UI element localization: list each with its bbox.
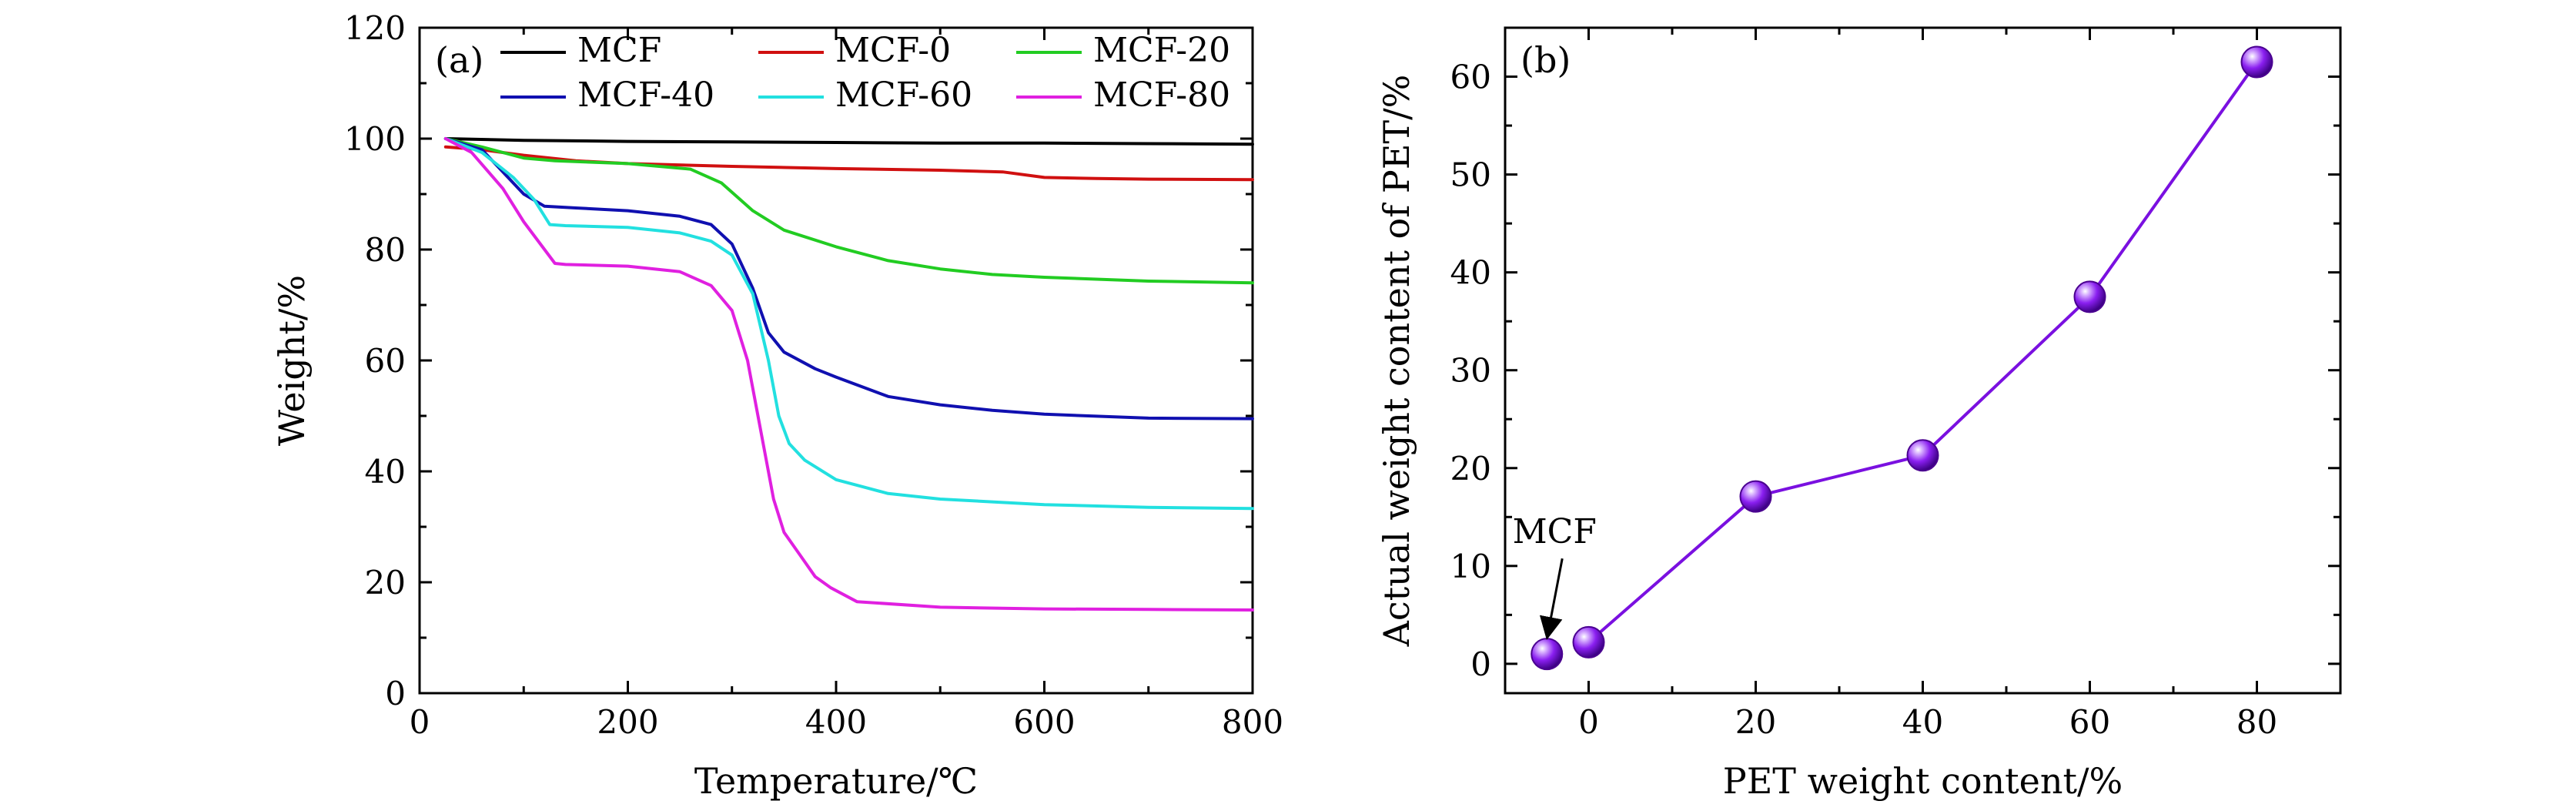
series-line-mcf-60 [443, 137, 1254, 511]
panel-a-y-tick-label: 120 [344, 9, 406, 47]
legend-label-mcf-80: MCF-80 [1093, 75, 1230, 115]
panel-b-y-tick-label: 30 [1450, 352, 1491, 390]
panel-b-y-tick-label: 60 [1450, 59, 1491, 96]
panel-b-x-tick-label: 40 [1902, 703, 1943, 741]
panel-b-trend-line [1587, 61, 2259, 644]
panel-b-scatter-chart: 0 20 40 60 80 0 10 20 30 40 50 60 (b) PET weight co… [1376, 26, 2342, 802]
panel-a-x-axis-label: Temperature/℃ [694, 760, 978, 802]
panel-a-x-tick-label: 200 [597, 703, 658, 741]
legend-label-mcf-0: MCF-0 [835, 31, 951, 70]
panel-b-x-tick-label: 80 [2236, 703, 2277, 741]
panel-a-x-tick-label: 0 [410, 703, 430, 741]
series-line-mcf-80 [443, 137, 1254, 612]
panel-b-y-tick-label: 10 [1450, 548, 1491, 585]
panel-b-connector-line [1587, 61, 2259, 644]
panel-a-x-tick-label: 400 [805, 703, 867, 741]
panel-b-x-tick-label: 0 [1578, 703, 1599, 741]
legend-label-mcf-20: MCF-20 [1093, 31, 1230, 70]
panel-b-y-tick-label: 40 [1450, 254, 1491, 292]
panel-b-plot-frame [1504, 26, 2342, 695]
panel-a-tga-chart: 0 200 400 600 800 0 20 40 60 80 100 120 (a) Tempera… [271, 9, 1283, 802]
panel-a-series-group [443, 137, 1254, 612]
panel-b-data-point [1572, 625, 1605, 659]
panel-b-x-tick-label: 20 [1735, 703, 1776, 741]
panel-b-y-tick-label: 0 [1470, 645, 1491, 683]
panel-a-plot-frame [418, 26, 1254, 695]
panel-b-y-tick-label: 20 [1450, 450, 1491, 488]
series-line-mcf-20 [443, 137, 1254, 285]
panel-b-data-point [2240, 45, 2273, 79]
panel-a-y-tick-label: 100 [344, 120, 406, 158]
panel-a-y-tick-label: 80 [365, 231, 406, 269]
series-line-mcf-40 [443, 137, 1254, 421]
panel-b-y-axis-label: Actual weight content of PET/% [1376, 75, 1417, 648]
series-line-mcf [443, 137, 1254, 146]
panel-a-y-tick-label: 0 [385, 675, 406, 712]
panel-b-x-tick-label: 60 [2069, 703, 2110, 741]
panel-a-y-tick-label: 40 [365, 453, 406, 491]
panel-b-data-point [1906, 439, 1939, 472]
panel-b-data-point [2073, 280, 2106, 313]
panel-a-y-tick-label: 20 [365, 564, 406, 602]
panel-b-x-axis-label: PET weight content/% [1723, 760, 2123, 802]
panel-a-y-tick-label: 60 [365, 342, 406, 380]
panel-b-points [1531, 45, 2273, 671]
panel-b-mcf-annotation: MCF [1513, 512, 1597, 551]
panel-b-y-tick-label: 50 [1450, 156, 1491, 194]
panel-a-x-tick-label: 600 [1013, 703, 1075, 741]
series-line-mcf-0 [443, 145, 1254, 182]
panel-b-label: (b) [1521, 39, 1571, 81]
panel-b-data-point [1531, 638, 1564, 671]
panel-a-legend: MCF MCF-0 MCF-20 MCF-40 MCF-60 MCF-80 [500, 31, 1230, 115]
panel-b-data-point [1739, 480, 1772, 513]
legend-label-mcf-60: MCF-60 [835, 75, 972, 115]
panel-b-annotation-arrow [1539, 558, 1564, 640]
panel-a-label: (a) [435, 39, 483, 81]
panel-a-ticks: 0 200 400 600 800 0 20 40 60 80 100 120 [344, 9, 1283, 741]
legend-label-mcf-40: MCF-40 [577, 75, 714, 115]
panel-a-x-tick-label: 800 [1222, 703, 1283, 741]
panel-b-ticks: 0 20 40 60 80 0 10 20 30 40 50 60 [1450, 28, 2340, 741]
panel-a-y-axis-label: Weight/% [271, 275, 313, 446]
legend-label-mcf: MCF [577, 31, 661, 70]
